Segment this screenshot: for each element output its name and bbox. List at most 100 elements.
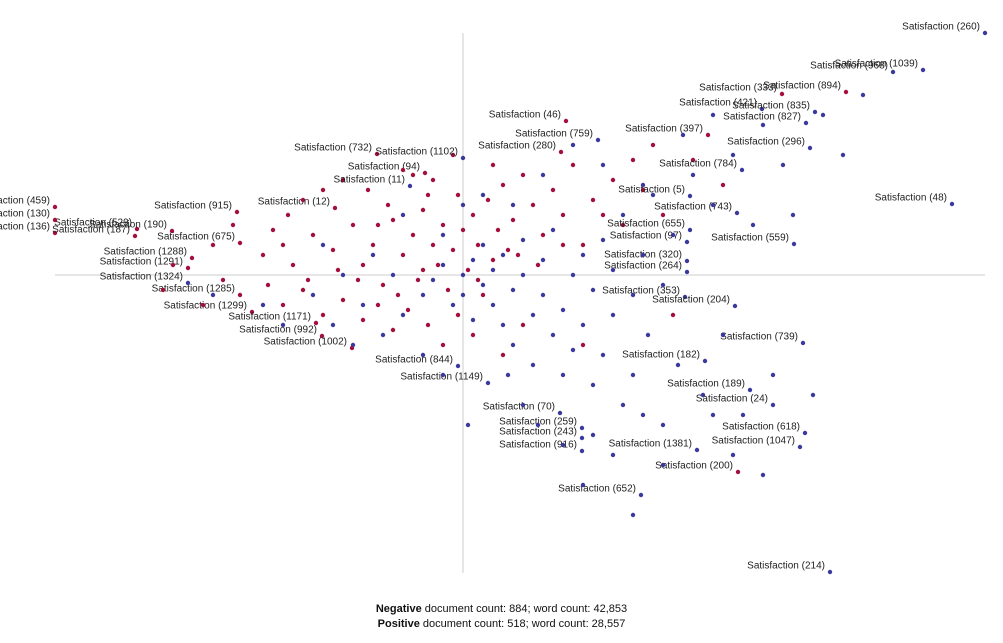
point (450, 302, 456, 308)
point (185, 280, 191, 286)
point-label: Satisfaction (182) (622, 350, 700, 361)
point (982, 30, 988, 36)
point-label: Satisfaction (260) (902, 22, 980, 33)
point (169, 228, 175, 234)
point (807, 145, 813, 151)
point (660, 422, 666, 428)
point (410, 232, 416, 238)
point (280, 302, 286, 308)
point-label: Satisfaction (24) (696, 394, 768, 405)
point (350, 342, 356, 348)
point-label: Satisfaction (12) (258, 197, 330, 208)
point (820, 112, 826, 118)
point (400, 212, 406, 218)
point (237, 240, 243, 246)
point (510, 202, 516, 208)
point-label: Satisfaction (1381) (609, 439, 692, 450)
point (520, 237, 526, 243)
point (375, 222, 381, 228)
point (480, 242, 486, 248)
point (732, 303, 738, 309)
point (560, 212, 566, 218)
point (410, 172, 416, 178)
point (560, 442, 566, 448)
point (210, 242, 216, 248)
point (360, 302, 366, 308)
point (480, 292, 486, 298)
point (535, 262, 541, 268)
point (580, 242, 586, 248)
point (280, 322, 286, 328)
footer-line: Negative document count: 884; word count… (0, 603, 1003, 615)
point-label: Satisfaction (200) (655, 461, 733, 472)
point (505, 247, 511, 253)
point (340, 177, 346, 183)
point (490, 162, 496, 168)
point-label: Satisfaction (894) (763, 81, 841, 92)
point-label: Satisfaction (1002) (264, 337, 347, 348)
point (560, 242, 566, 248)
point (355, 277, 361, 283)
point (640, 182, 646, 188)
point (790, 212, 796, 218)
point-label: Satisfaction (259) (499, 417, 577, 428)
point-label: Satisfaction (652) (558, 484, 636, 495)
point (600, 162, 606, 168)
point-label: Satisfaction (11) (333, 175, 405, 186)
point (380, 282, 386, 288)
point (747, 387, 753, 393)
point (480, 282, 486, 288)
point (620, 212, 626, 218)
point (170, 262, 176, 268)
point (52, 217, 58, 223)
point (770, 402, 776, 408)
point-label: Satisfaction (559) (711, 233, 789, 244)
point (710, 202, 716, 208)
point (802, 430, 808, 436)
point (520, 402, 526, 408)
point (460, 155, 466, 161)
point (803, 120, 809, 126)
point (610, 267, 616, 273)
point-label: Satisfaction (280) (478, 141, 556, 152)
point-label: Satisfaction (835) (732, 101, 810, 112)
point (485, 197, 491, 203)
point (730, 452, 736, 458)
point (440, 372, 446, 378)
point (650, 192, 656, 198)
point (500, 182, 506, 188)
point (550, 187, 556, 193)
point (510, 217, 516, 223)
point (310, 232, 316, 238)
point (210, 292, 216, 298)
point (260, 302, 266, 308)
point (440, 342, 446, 348)
point (590, 432, 596, 438)
point-label: Satisfaction (130) (0, 209, 50, 220)
point-label: Satisfaction (189) (667, 379, 745, 390)
point-label: Satisfaction (204) (652, 295, 730, 306)
point (260, 252, 266, 258)
point (675, 362, 681, 368)
point-label: Satisfaction (1291) (100, 257, 183, 268)
point (405, 307, 411, 313)
point (52, 230, 58, 236)
point-label: Satisfaction (739) (720, 332, 798, 343)
point (520, 322, 526, 328)
point-label: Satisfaction (397) (625, 124, 703, 135)
point (132, 233, 138, 239)
point (400, 167, 406, 173)
point (370, 242, 376, 248)
point (702, 358, 708, 364)
point-label: Satisfaction (296) (727, 137, 805, 148)
point (610, 452, 616, 458)
point (560, 372, 566, 378)
point (560, 307, 566, 313)
point (280, 242, 286, 248)
point (720, 332, 726, 338)
point (490, 302, 496, 308)
point (320, 187, 326, 193)
point (360, 262, 366, 268)
point (420, 267, 426, 273)
point-label: Satisfaction (136) (0, 222, 50, 233)
